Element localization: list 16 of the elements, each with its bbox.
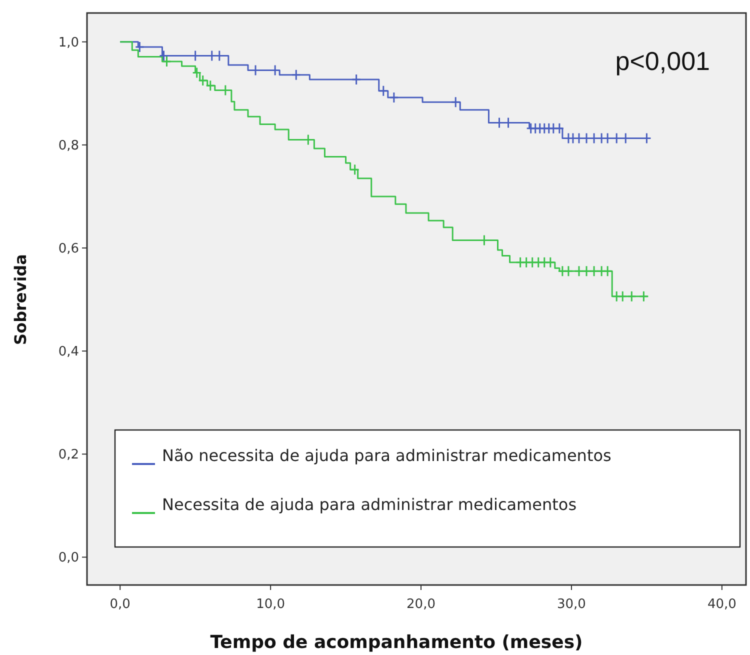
x-tick-label: 30,0	[556, 597, 586, 612]
y-tick-label: 0,2	[58, 448, 79, 463]
y-tick-label: 0,4	[58, 344, 79, 360]
legend-label: Necessita de ajuda para administrar medicamentos	[162, 495, 577, 514]
annotation: p<0,001	[615, 46, 710, 76]
y-tick-label: 0,0	[58, 550, 79, 566]
y-tick-label: 1,0	[58, 35, 79, 50]
y-axis-title: Sobrevida	[11, 254, 30, 345]
y-tick-label: 0,6	[58, 242, 79, 257]
x-tick-label: 10,0	[256, 597, 286, 612]
legend-label: Não necessita de ajuda para administrar medicamentos	[162, 446, 612, 465]
y-tick-label: 0,8	[58, 138, 79, 154]
x-tick-label: 20,0	[406, 597, 436, 612]
x-tick-label: 40,0	[707, 597, 736, 612]
x-axis-title: Tempo de acompanhamento (meses)	[210, 632, 583, 653]
x-tick-label: 0,0	[110, 597, 130, 612]
